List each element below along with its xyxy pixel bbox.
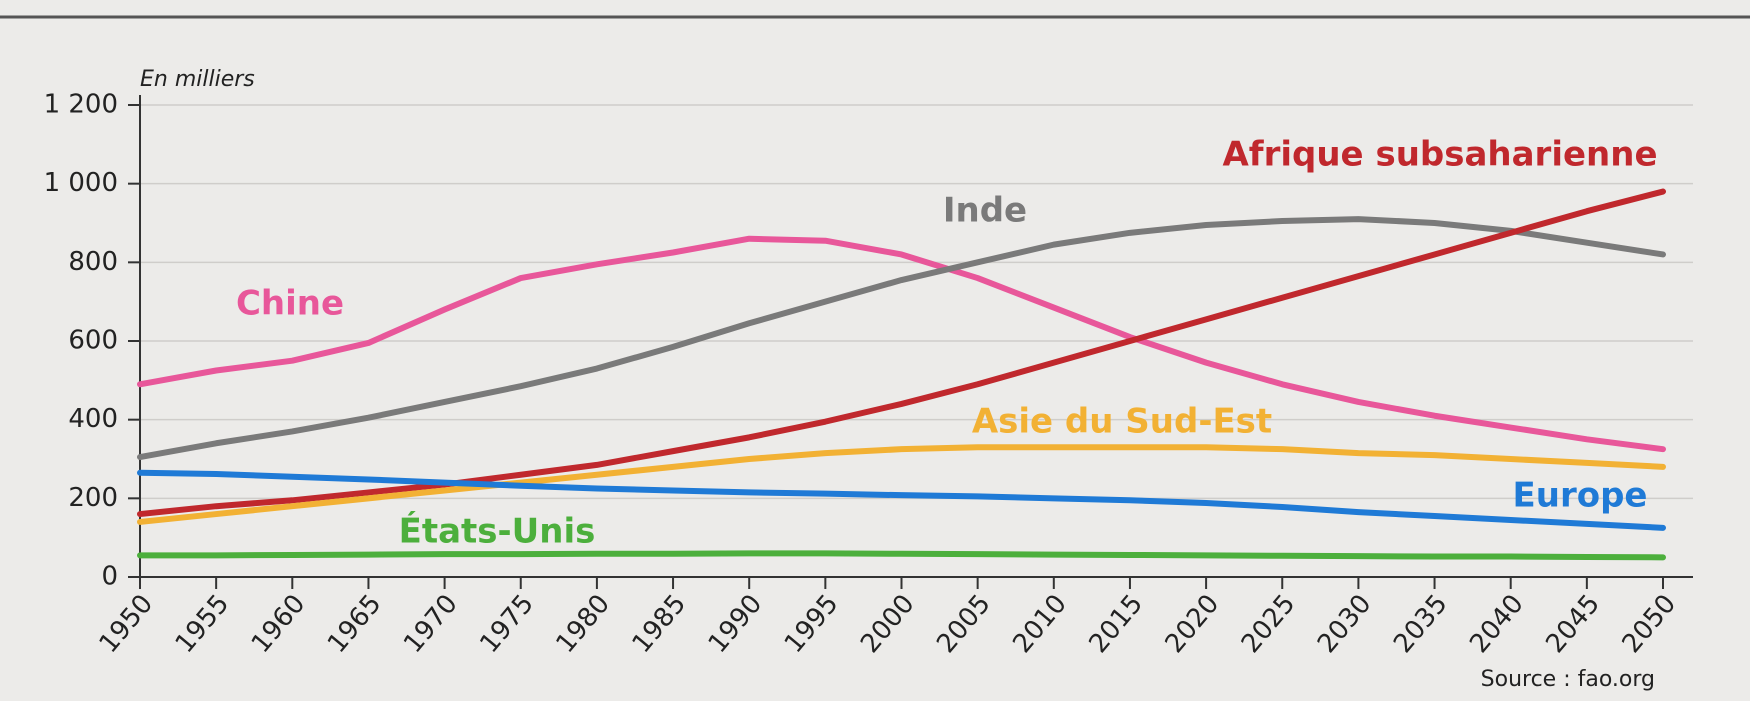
y-axis-label: En milliers bbox=[140, 67, 255, 92]
y-tick-label: 0 bbox=[101, 562, 118, 592]
series-line bbox=[137, 550, 1666, 561]
series-line bbox=[137, 469, 1666, 531]
series-line bbox=[137, 235, 1666, 453]
series-line bbox=[137, 216, 1666, 461]
series-label: États-Unis bbox=[399, 511, 596, 552]
y-tick-label: 1 000 bbox=[44, 168, 118, 198]
series-label: Inde bbox=[943, 191, 1027, 231]
series-label: Asie du Sud-Est bbox=[972, 402, 1272, 442]
series-line bbox=[137, 444, 1666, 525]
source: Source : fao.org bbox=[1481, 667, 1655, 692]
y-tick-label: 800 bbox=[68, 247, 118, 277]
y-tick-label: 200 bbox=[68, 483, 118, 513]
y-tick-label: 1 200 bbox=[44, 90, 118, 120]
series-label: Afrique subsaharienne bbox=[1222, 135, 1657, 175]
series-label: Europe bbox=[1513, 476, 1648, 516]
y-tick-label: 400 bbox=[68, 404, 118, 434]
series-label: Chine bbox=[236, 284, 344, 324]
y-tick-label: 600 bbox=[68, 326, 118, 356]
series-line bbox=[137, 188, 1666, 518]
